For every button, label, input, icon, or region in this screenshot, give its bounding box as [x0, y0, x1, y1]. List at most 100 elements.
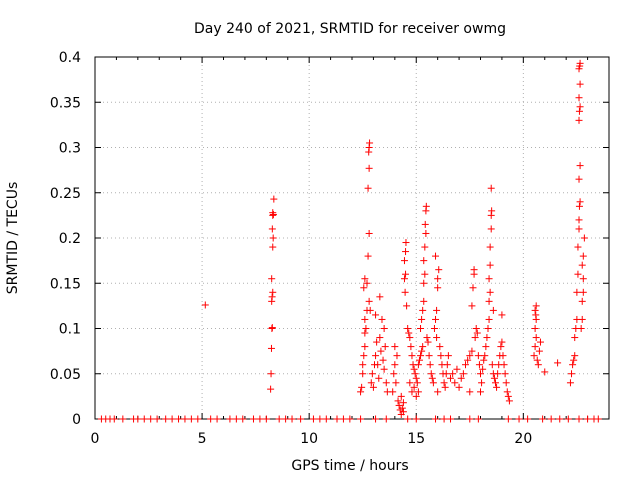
data-point	[367, 379, 375, 387]
data-point	[414, 388, 422, 396]
data-point	[433, 334, 441, 342]
data-point	[397, 392, 405, 400]
data-point	[575, 202, 583, 210]
data-point	[373, 338, 381, 346]
data-point	[575, 216, 583, 224]
data-point	[365, 164, 373, 172]
data-point	[432, 415, 440, 423]
data-point	[500, 361, 508, 369]
data-point	[488, 207, 496, 215]
data-point	[162, 415, 170, 423]
data-point	[532, 302, 540, 310]
data-point	[400, 275, 408, 283]
data-point	[267, 370, 275, 378]
data-point	[119, 415, 127, 423]
data-point	[430, 325, 438, 332]
data-point	[421, 220, 429, 228]
data-point	[378, 315, 386, 323]
data-point	[391, 343, 399, 351]
data-point	[362, 325, 370, 332]
data-point	[382, 379, 390, 387]
data-point	[531, 306, 539, 314]
data-point	[578, 315, 586, 323]
data-point	[504, 392, 512, 400]
data-point	[267, 385, 275, 393]
y-tick-label: 0.1	[59, 322, 81, 338]
data-point	[434, 388, 442, 396]
data-point	[406, 379, 414, 387]
data-point	[389, 388, 397, 396]
data-point	[372, 352, 380, 360]
data-point	[404, 325, 412, 332]
data-point	[201, 301, 209, 309]
data-point	[491, 379, 499, 387]
data-point	[226, 415, 234, 423]
x-tick-label: 5	[198, 431, 207, 447]
y-tick-label: 0.3	[59, 141, 81, 157]
data-point	[361, 315, 369, 323]
data-point	[554, 359, 562, 367]
data-point	[399, 408, 407, 416]
data-point	[501, 370, 509, 378]
data-point	[571, 334, 579, 342]
data-point	[364, 252, 372, 260]
data-point	[498, 311, 506, 319]
data-point	[420, 279, 428, 287]
data-point	[366, 306, 374, 314]
data-point	[417, 325, 425, 332]
data-point	[404, 415, 412, 423]
data-point	[405, 329, 413, 337]
data-point	[482, 343, 490, 351]
data-point	[485, 275, 493, 283]
data-point	[584, 415, 592, 423]
data-point	[269, 210, 277, 218]
data-point	[459, 370, 467, 378]
data-point	[418, 347, 426, 355]
data-point	[570, 356, 578, 364]
data-point	[268, 225, 276, 233]
data-point	[449, 370, 457, 378]
data-point	[576, 103, 584, 111]
y-tick-label: 0.4	[59, 50, 81, 66]
data-point	[391, 361, 399, 369]
data-point	[411, 370, 419, 378]
data-point	[531, 325, 539, 332]
data-point	[437, 352, 445, 360]
data-point	[486, 288, 494, 296]
data-point	[256, 415, 264, 423]
data-point	[376, 293, 384, 301]
data-point	[436, 343, 444, 351]
data-point	[412, 415, 420, 423]
data-point	[282, 415, 290, 423]
data-point	[490, 374, 498, 382]
data-point	[443, 361, 451, 369]
data-point	[541, 368, 549, 376]
data-point	[574, 270, 582, 278]
data-point	[412, 374, 420, 382]
data-point	[364, 184, 372, 192]
data-point	[413, 379, 421, 387]
data-point	[275, 415, 283, 423]
data-point	[440, 415, 448, 423]
data-point	[503, 388, 511, 396]
data-point	[451, 379, 459, 387]
data-point	[417, 352, 425, 360]
data-point	[402, 270, 410, 278]
data-point	[474, 415, 482, 423]
data-point	[168, 415, 176, 423]
data-point	[576, 59, 584, 67]
data-point	[424, 338, 432, 346]
data-point	[568, 370, 576, 378]
data-point	[372, 415, 380, 423]
data-point	[380, 325, 388, 332]
data-points	[97, 59, 602, 423]
data-point	[485, 315, 493, 323]
data-point	[359, 361, 367, 369]
data-point	[398, 404, 406, 412]
data-point	[309, 415, 317, 423]
data-point	[469, 284, 477, 292]
data-point	[473, 329, 481, 337]
data-point	[267, 344, 275, 352]
data-point	[422, 229, 430, 237]
data-point	[575, 175, 583, 183]
